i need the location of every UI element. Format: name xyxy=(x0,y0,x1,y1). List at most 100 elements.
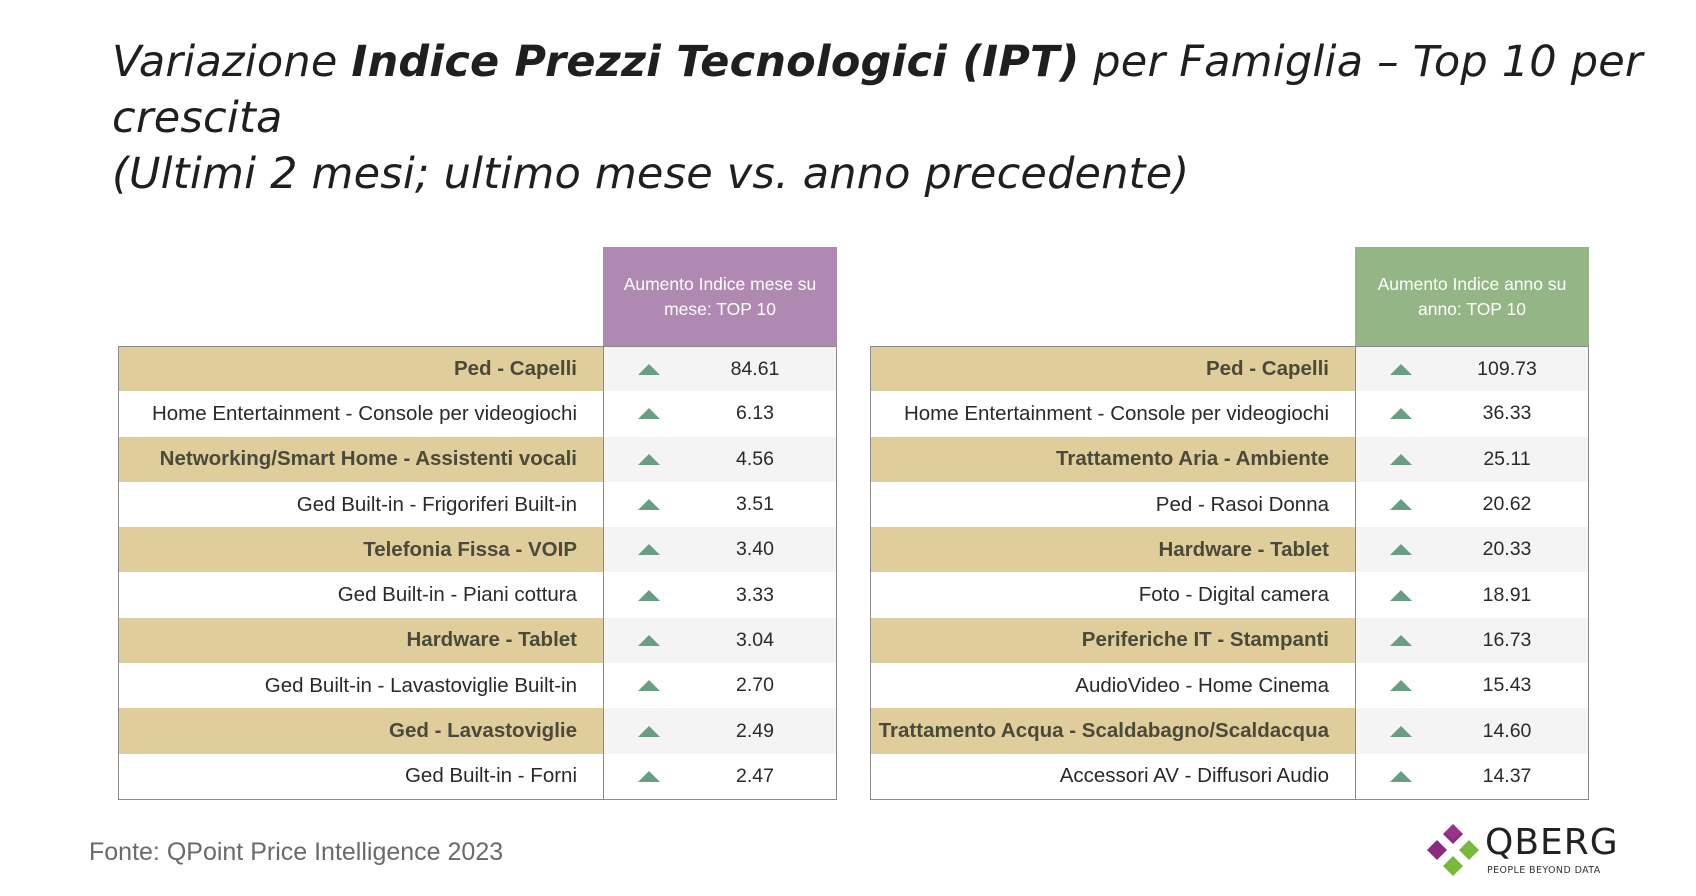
row-value-cell: 3.40 xyxy=(604,527,836,573)
table-row: Periferiche IT - Stampanti 16.73 xyxy=(871,617,1588,664)
table-row: Foto - Digital camera 18.91 xyxy=(871,572,1588,618)
row-value-cell: 4.56 xyxy=(604,436,836,482)
logo-tagline: PEOPLE BEYOND DATA xyxy=(1487,865,1601,876)
table-row: Hardware - Tablet 3.04 xyxy=(119,617,836,664)
table-row: Ged Built-in - Forni 2.47 xyxy=(119,753,836,799)
row-value: 84.61 xyxy=(730,357,780,380)
row-value: 3.33 xyxy=(736,583,774,606)
up-arrow-icon xyxy=(638,680,660,692)
row-value-cell: 15.43 xyxy=(1356,663,1588,708)
row-value-cell: 36.33 xyxy=(1356,391,1588,436)
row-label: Hardware - Tablet xyxy=(871,527,1356,573)
qberg-logo-icon xyxy=(1427,824,1479,876)
row-label: Ped - Capelli xyxy=(119,347,604,392)
row-label: Ged - Lavastoviglie xyxy=(119,708,604,754)
row-label: Hardware - Tablet xyxy=(119,617,604,664)
row-label: Ped - Capelli xyxy=(871,347,1356,392)
qberg-logo: QBERG PEOPLE BEYOND DATA xyxy=(1425,822,1618,880)
row-value-cell: 2.70 xyxy=(604,663,836,708)
table-row: Trattamento Aria - Ambiente 25.11 xyxy=(871,436,1588,482)
up-arrow-icon xyxy=(638,589,660,601)
row-label: Trattamento Acqua - Scaldabagno/Scaldacq… xyxy=(871,708,1356,754)
row-value-cell: 25.11 xyxy=(1356,436,1588,482)
table-row: Ged Built-in - Piani cottura 3.33 xyxy=(119,572,836,618)
row-value-cell: 3.04 xyxy=(604,617,836,664)
up-arrow-icon xyxy=(1390,453,1412,465)
table-row: Ped - Rasoi Donna 20.62 xyxy=(871,481,1588,528)
table-row: Ged - Lavastoviglie 2.49 xyxy=(119,708,836,754)
row-label: Telefonia Fissa - VOIP xyxy=(119,527,604,573)
logo-name: QBERG xyxy=(1485,822,1619,863)
up-arrow-icon xyxy=(638,725,660,737)
row-value: 25.11 xyxy=(1483,447,1531,470)
up-arrow-icon xyxy=(1390,770,1412,782)
table-row: Home Entertainment - Console per videogi… xyxy=(119,391,836,437)
row-value: 4.56 xyxy=(736,447,774,470)
page-title: Variazione Indice Prezzi Tecnologici (IP… xyxy=(112,34,1672,202)
row-value: 14.60 xyxy=(1482,719,1532,742)
up-arrow-icon xyxy=(638,453,660,465)
row-label: AudioVideo - Home Cinema xyxy=(871,663,1356,709)
row-value-cell: 14.60 xyxy=(1356,708,1588,754)
row-value: 20.62 xyxy=(1482,493,1532,516)
row-value: 16.73 xyxy=(1482,628,1532,651)
row-value-cell: 20.33 xyxy=(1356,527,1588,573)
source-note: Fonte: QPoint Price Intelligence 2023 xyxy=(89,838,504,866)
row-value: 15.43 xyxy=(1482,674,1532,697)
row-value-cell: 2.47 xyxy=(604,754,836,799)
up-arrow-icon xyxy=(638,363,660,375)
table-row: Ped - Capelli 84.61 xyxy=(119,346,836,392)
row-value-cell: 6.13 xyxy=(604,391,836,436)
table-row: AudioVideo - Home Cinema 15.43 xyxy=(871,663,1588,709)
row-label: Ged Built-in - Lavastoviglie Built-in xyxy=(119,663,604,709)
row-label: Foto - Digital camera xyxy=(871,572,1356,618)
row-value-cell: 2.49 xyxy=(604,708,836,754)
row-value: 3.40 xyxy=(736,538,774,561)
table-row: Home Entertainment - Console per videogi… xyxy=(871,391,1588,437)
row-label: Home Entertainment - Console per videogi… xyxy=(119,391,604,437)
table-row: Trattamento Acqua - Scaldabagno/Scaldacq… xyxy=(871,708,1588,754)
row-value: 3.51 xyxy=(736,493,774,516)
table-row: Ped - Capelli 109.73 xyxy=(871,346,1588,392)
table-row: Hardware - Tablet 20.33 xyxy=(871,527,1588,573)
up-arrow-icon xyxy=(1390,680,1412,692)
row-value: 3.04 xyxy=(736,628,774,651)
row-label: Home Entertainment - Console per videogi… xyxy=(871,391,1356,437)
table-row: Ged Built-in - Frigoriferi Built-in 3.51 xyxy=(119,481,836,528)
up-arrow-icon xyxy=(1390,589,1412,601)
up-arrow-icon xyxy=(1390,499,1412,511)
row-value: 20.33 xyxy=(1482,538,1532,561)
row-value: 109.73 xyxy=(1477,357,1537,380)
row-value: 2.70 xyxy=(736,674,774,697)
title-part1: Variazione xyxy=(112,37,352,87)
year-table-rows: Ped - Capelli 109.73 Home Entertainment - … xyxy=(870,346,1589,800)
row-label: Periferiche IT - Stampanti xyxy=(871,617,1356,664)
row-label: Networking/Smart Home - Assistenti vocal… xyxy=(119,436,604,482)
row-label: Ged Built-in - Piani cottura xyxy=(119,572,604,618)
up-arrow-icon xyxy=(1390,544,1412,556)
row-value-cell: 14.37 xyxy=(1356,754,1588,799)
up-arrow-icon xyxy=(638,634,660,646)
row-value-cell: 20.62 xyxy=(1356,482,1588,527)
up-arrow-icon xyxy=(638,499,660,511)
row-value-cell: 18.91 xyxy=(1356,572,1588,617)
up-arrow-icon xyxy=(1390,408,1412,420)
up-arrow-icon xyxy=(1390,634,1412,646)
month-table-rows: Ped - Capelli 84.61 Home Entertainment - C… xyxy=(118,346,837,800)
title-bold: Indice Prezzi Tecnologici (IPT) xyxy=(351,37,1080,87)
table-row: Ged Built-in - Lavastoviglie Built-in 2.7… xyxy=(119,663,836,709)
up-arrow-icon xyxy=(1390,725,1412,737)
row-value: 36.33 xyxy=(1482,402,1532,425)
up-arrow-icon xyxy=(1390,363,1412,375)
up-arrow-icon xyxy=(638,770,660,782)
table-row: Networking/Smart Home - Assistenti vocal… xyxy=(119,436,836,482)
row-value: 2.49 xyxy=(736,719,774,742)
row-label: Ped - Rasoi Donna xyxy=(871,481,1356,528)
table-row: Telefonia Fissa - VOIP 3.40 xyxy=(119,527,836,573)
row-value-cell: 84.61 xyxy=(604,347,836,392)
row-value-cell: 3.51 xyxy=(604,482,836,527)
year-table-header: Aumento Indice anno su anno: TOP 10 xyxy=(1355,247,1589,346)
row-value: 14.37 xyxy=(1482,764,1532,787)
row-label: Accessori AV - Diffusori Audio xyxy=(871,753,1356,799)
row-value-cell: 3.33 xyxy=(604,572,836,617)
